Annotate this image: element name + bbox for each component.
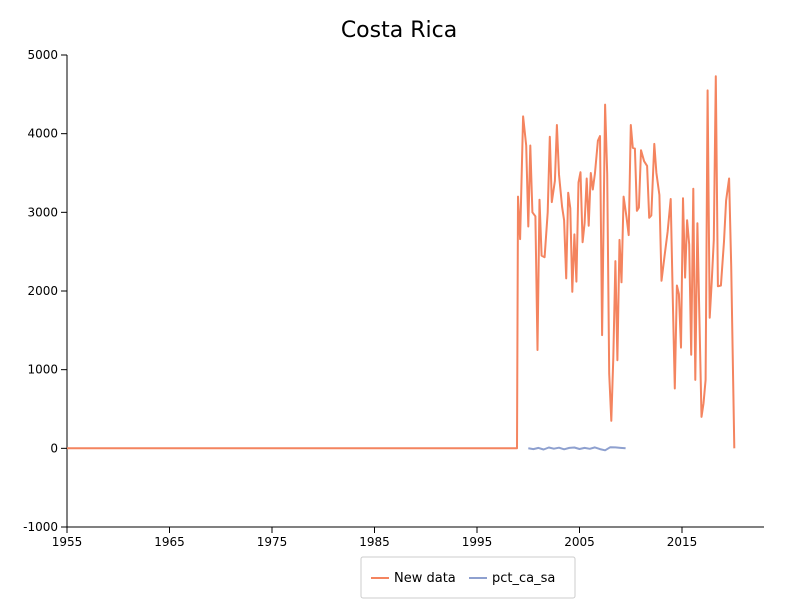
x-tick-label: 1995 [462, 535, 493, 549]
legend-label: pct_ca_sa [492, 571, 555, 586]
chart-title: Costa Rica [341, 18, 457, 43]
legend-box [360, 556, 576, 599]
y-tick-label: 5000 [27, 48, 58, 62]
legend-label: New data [394, 571, 456, 586]
x-tick-label: 2005 [564, 535, 595, 549]
series-line-pct-ca-sa [528, 446, 626, 452]
x-tick-label: 1985 [359, 535, 390, 549]
legend: New data pct_ca_sa [360, 556, 576, 599]
x-tick-label: 1975 [257, 535, 288, 549]
y-tick-label: 4000 [27, 127, 58, 141]
y-tick-label: 3000 [27, 205, 58, 219]
y-tick-label: -1000 [23, 520, 58, 534]
axes: -1000 0 1000 2000 3000 4000 5000 1955 1965 1975 19… [23, 48, 764, 549]
y-tick-label: 0 [50, 441, 58, 455]
x-tick-label: 1955 [52, 535, 83, 549]
plot-area [67, 75, 736, 452]
x-tick-label: 2015 [667, 535, 698, 549]
x-tick-label: 1965 [154, 535, 185, 549]
y-tick-label: 2000 [27, 284, 58, 298]
y-tick-label: 1000 [27, 363, 58, 377]
series-line-new-data [67, 75, 736, 450]
